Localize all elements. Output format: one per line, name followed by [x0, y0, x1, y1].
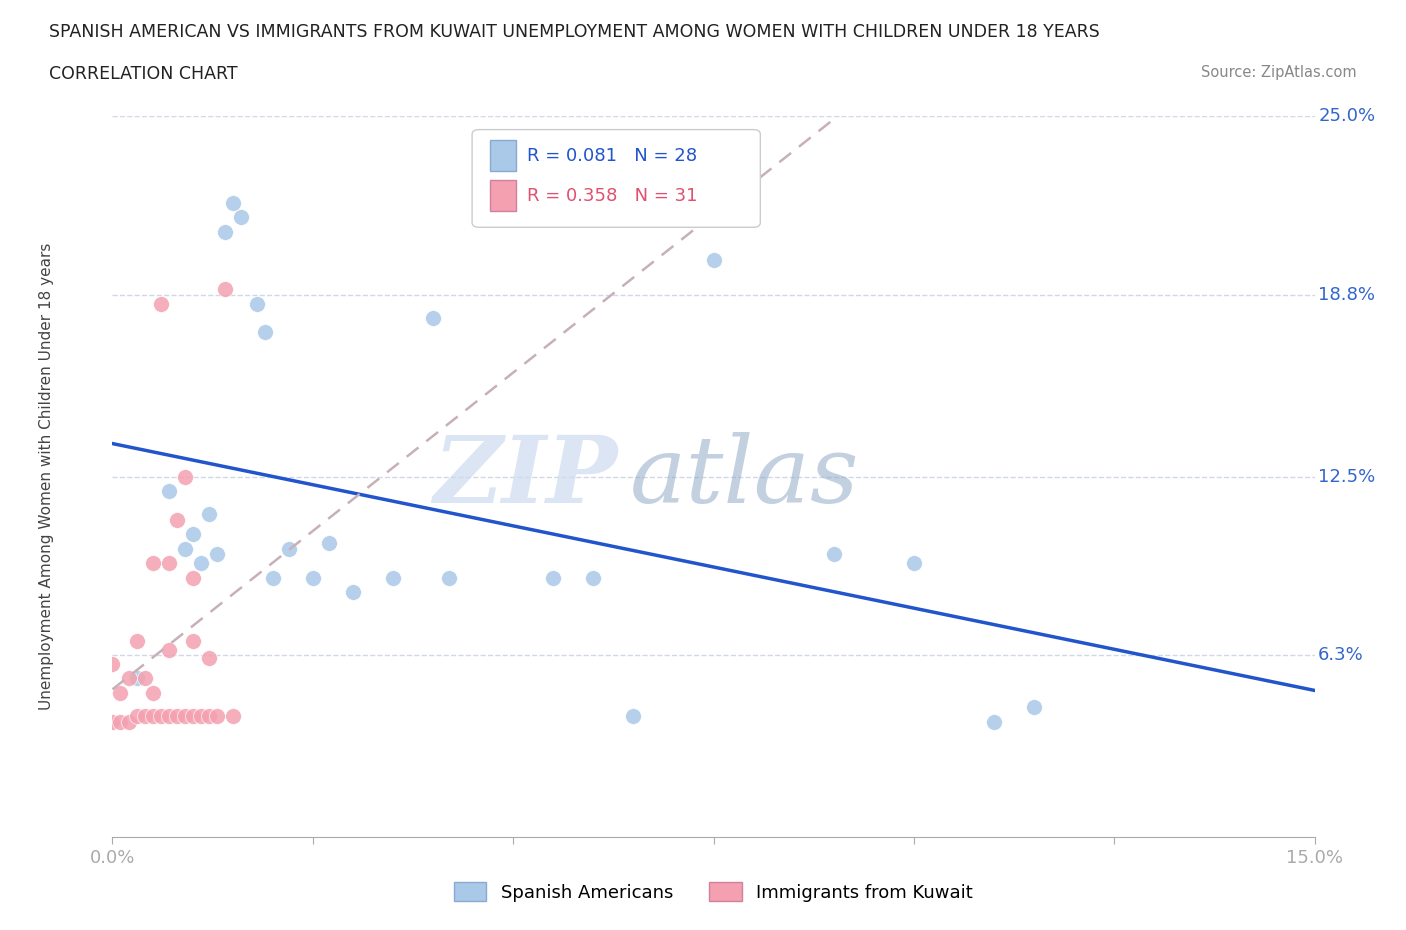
Point [149, 296, 172, 311]
Point [582, 570, 605, 585]
Text: ZIP: ZIP [433, 432, 617, 522]
Point [173, 709, 195, 724]
Text: 18.8%: 18.8% [1319, 286, 1375, 304]
Point [181, 633, 204, 648]
Point [222, 195, 245, 210]
Point [422, 311, 444, 325]
Point [302, 570, 325, 585]
Point [253, 326, 276, 340]
Point [703, 253, 725, 268]
Point [222, 709, 245, 724]
Text: SPANISH AMERICAN VS IMMIGRANTS FROM KUWAIT UNEMPLOYMENT AMONG WOMEN WITH CHILDRE: SPANISH AMERICAN VS IMMIGRANTS FROM KUWA… [49, 23, 1099, 41]
Point [125, 709, 148, 724]
Point [134, 709, 156, 724]
Point [623, 709, 645, 724]
Text: CORRELATION CHART: CORRELATION CHART [49, 65, 238, 83]
Point [125, 633, 148, 648]
Point [141, 685, 165, 700]
Text: R = 0.081   N = 28: R = 0.081 N = 28 [527, 147, 697, 165]
Point [117, 671, 139, 686]
Point [157, 484, 180, 498]
Point [101, 657, 124, 671]
Point [181, 570, 204, 585]
Point [110, 685, 132, 700]
Point [157, 556, 180, 571]
Point [543, 570, 565, 585]
Legend: Spanish Americans, Immigrants from Kuwait: Spanish Americans, Immigrants from Kuwai… [444, 873, 983, 910]
Point [197, 709, 219, 724]
Point [110, 714, 132, 729]
Point [157, 709, 180, 724]
Point [229, 210, 252, 225]
Point [141, 556, 165, 571]
Point [190, 556, 212, 571]
Point [101, 714, 124, 729]
Point [205, 709, 228, 724]
Point [983, 714, 1005, 729]
Text: 6.3%: 6.3% [1319, 646, 1364, 664]
Point [173, 469, 195, 484]
Point [166, 709, 188, 724]
Text: Source: ZipAtlas.com: Source: ZipAtlas.com [1201, 65, 1357, 80]
Point [190, 709, 212, 724]
Point [125, 671, 148, 686]
Point [246, 296, 269, 311]
Text: Unemployment Among Women with Children Under 18 years: Unemployment Among Women with Children U… [39, 243, 53, 711]
Point [181, 709, 204, 724]
Point [141, 709, 165, 724]
Text: 12.5%: 12.5% [1319, 468, 1375, 485]
Point [173, 541, 195, 556]
Point [197, 507, 219, 522]
Point [318, 536, 340, 551]
Point [149, 709, 172, 724]
Point [277, 541, 299, 556]
Point [262, 570, 284, 585]
Point [166, 512, 188, 527]
Point [903, 556, 925, 571]
Point [134, 671, 156, 686]
Text: 25.0%: 25.0% [1319, 107, 1375, 126]
Text: R = 0.358   N = 31: R = 0.358 N = 31 [527, 187, 697, 205]
Point [437, 570, 460, 585]
Point [205, 547, 228, 562]
Point [342, 585, 364, 600]
Point [157, 642, 180, 657]
Point [823, 547, 845, 562]
Point [214, 224, 236, 239]
Text: atlas: atlas [630, 432, 859, 522]
Point [1024, 700, 1046, 715]
Point [117, 714, 139, 729]
Point [382, 570, 405, 585]
Point [197, 651, 219, 666]
Point [181, 526, 204, 541]
Point [214, 282, 236, 297]
